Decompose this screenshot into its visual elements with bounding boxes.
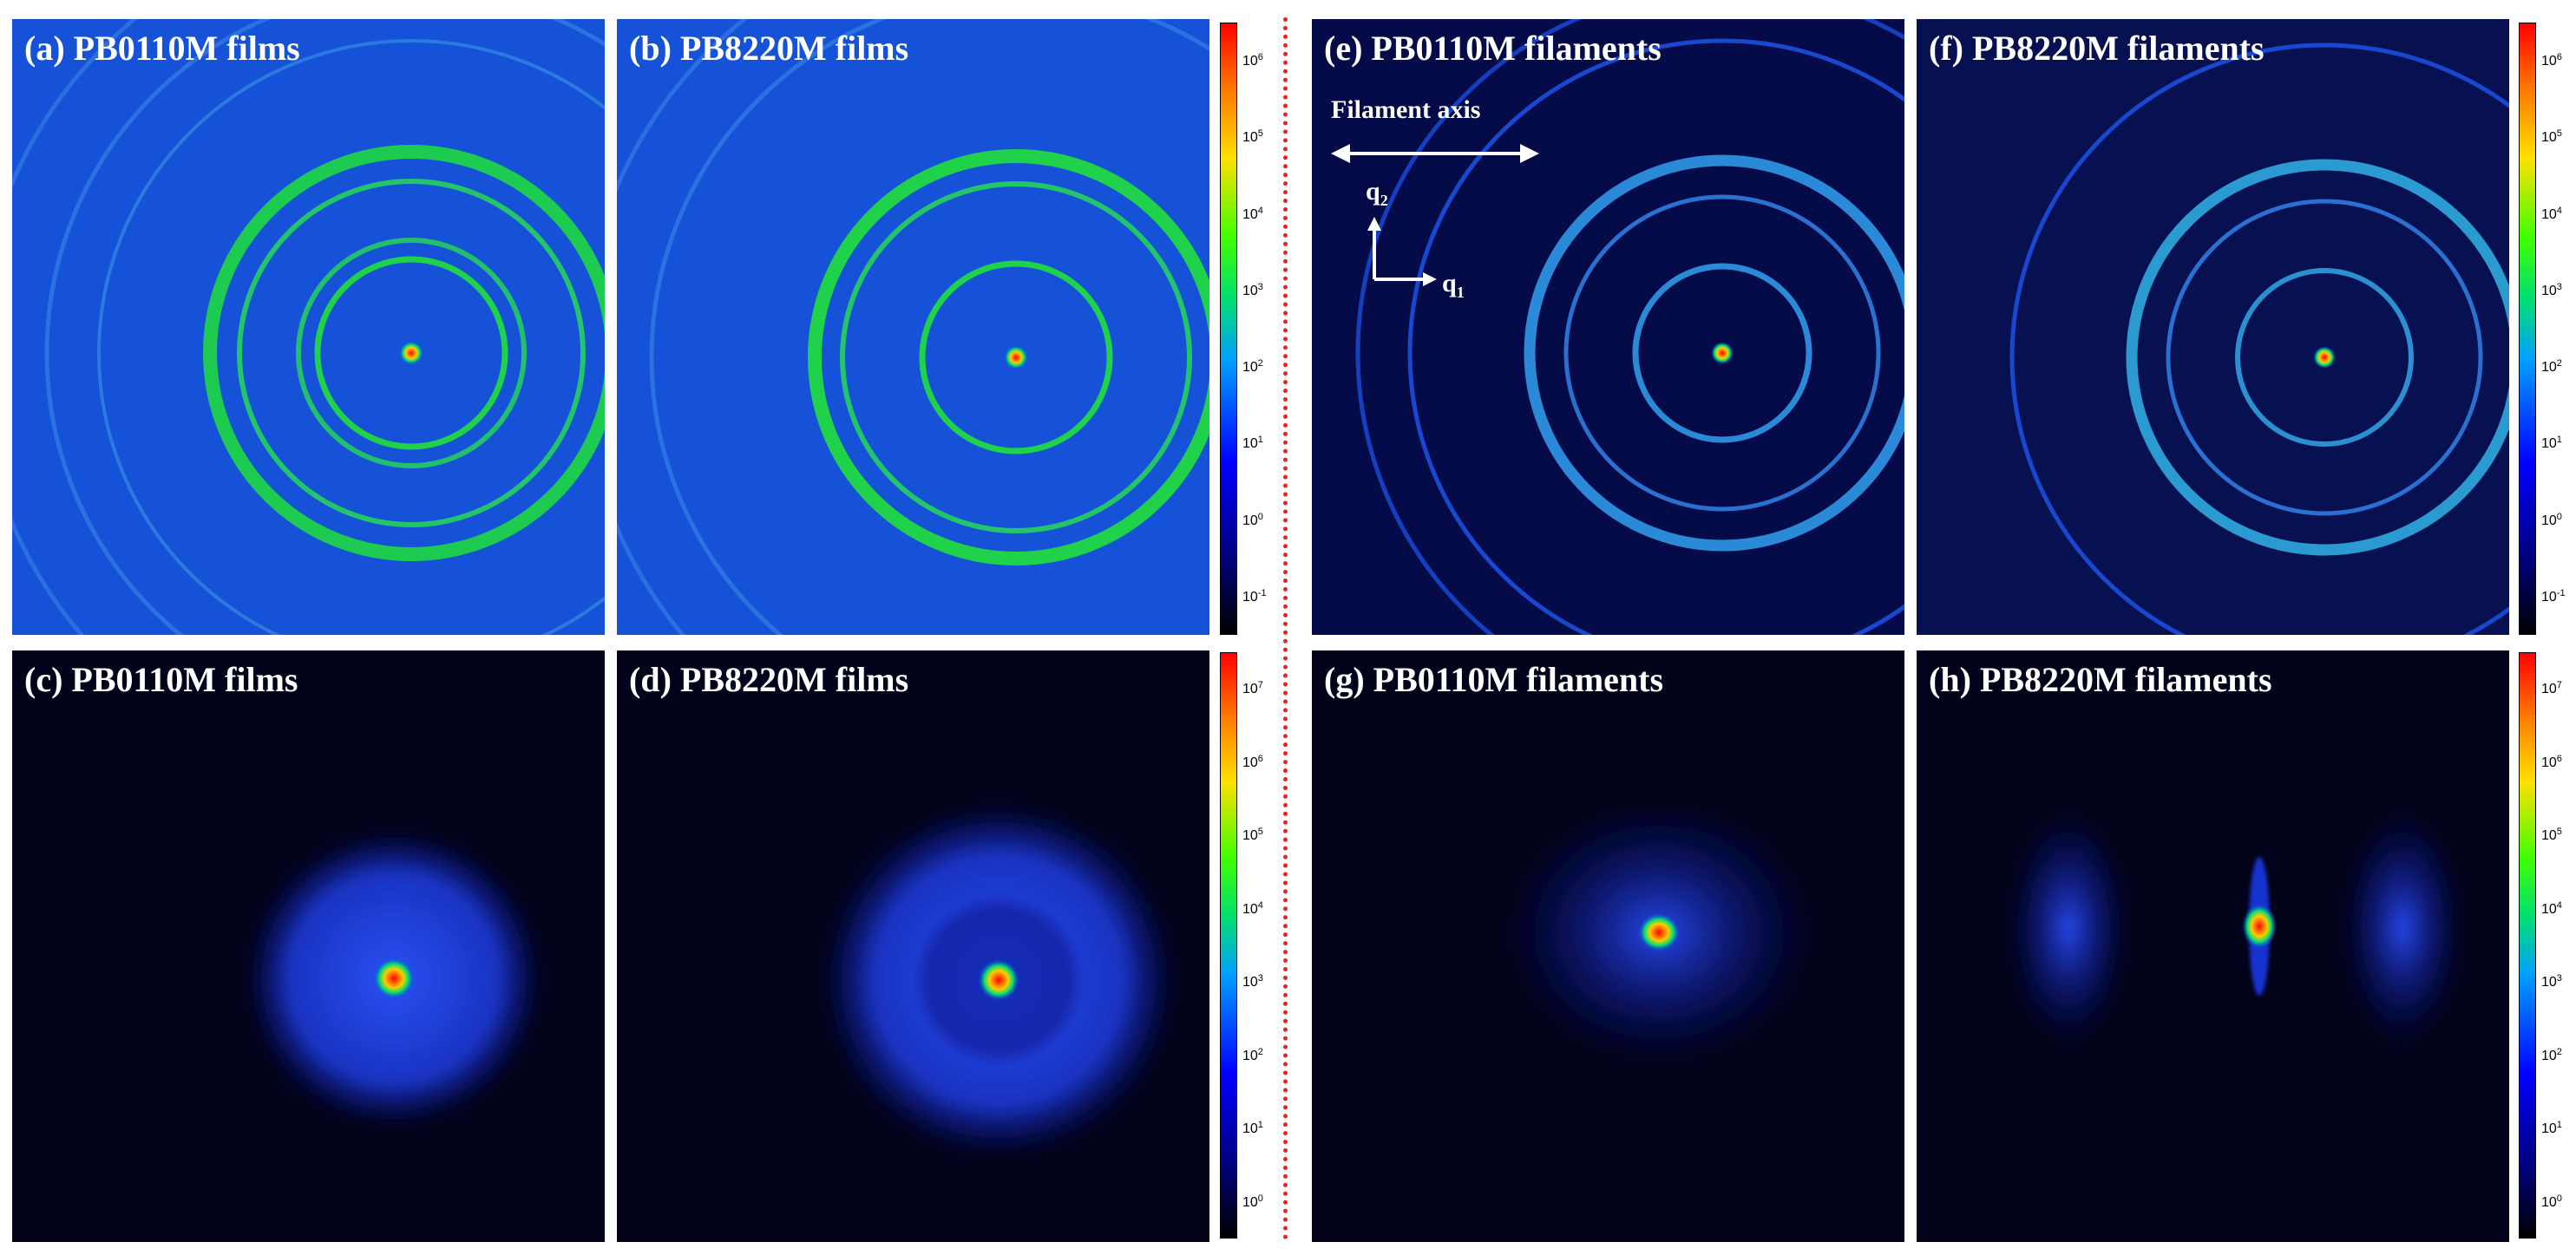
colorbar-tick-label: 10-1	[2541, 587, 2566, 605]
panel-c: (c) PB0110M films	[12, 650, 605, 1242]
panel-d: (d) PB8220M films	[617, 650, 1209, 1242]
colorbar-tick-label: 102	[2541, 1046, 2562, 1063]
q-axes-arrow-icon	[1367, 217, 1437, 286]
colorbar-top-left: 106 105 104 103 102 101 100 10-1	[1220, 23, 1267, 635]
panel-b-saxs-image	[617, 19, 1209, 635]
colorbar-tick-label: 102	[2541, 357, 2562, 376]
colorbar-tick-label: 10-1	[1242, 587, 1267, 605]
panel-h-saxs-image	[1917, 650, 2509, 1242]
colorbar-bottom-left: 107 106 105 104 103 102 101 100	[1220, 652, 1263, 1239]
panel-f-saxs-image	[1917, 19, 2509, 635]
colorbar-tick-label: 100	[2541, 511, 2562, 528]
colorbar-tick-label: 101	[2541, 1120, 2562, 1137]
colorbar-tick-label: 105	[1242, 827, 1263, 844]
panel-g: (g) PB0110M filaments	[1312, 650, 1904, 1242]
colorbar-tick-label: 100	[2541, 1193, 2562, 1210]
colorbar-tick-label: 101	[1242, 1120, 1263, 1137]
red-dotted-divider	[1283, 17, 1288, 1240]
panel-f: (f) PB8220M filaments	[1917, 19, 2509, 635]
panel-a-saxs-image	[12, 19, 605, 635]
colorbar-tick-label: 102	[1242, 357, 1263, 376]
colorbar-tick-label: 104	[1242, 205, 1263, 222]
colorbar-tick-label: 105	[2541, 128, 2562, 146]
panel-d-saxs-image	[617, 650, 1209, 1242]
colorbar-tick-label: 105	[2541, 827, 2562, 844]
q2-axis-label: q2	[1366, 177, 1388, 209]
panel-e-saxs-image	[1312, 19, 1904, 635]
panel-label: (c) PB0110M films	[24, 660, 298, 699]
panel-label: (a) PB0110M films	[24, 29, 300, 68]
panel-g-saxs-image	[1312, 650, 1904, 1242]
colorbar-tick-label: 106	[2541, 753, 2562, 770]
colorbar-tick-label: 104	[2541, 205, 2562, 222]
colorbar-tick-label: 107	[2541, 680, 2562, 697]
filament-axis-arrow-icon	[1331, 144, 1539, 163]
panel-e: (e) PB0110M filaments Filament axis q2 q…	[1312, 19, 1904, 635]
panel-c-saxs-image	[12, 650, 605, 1242]
colorbar-tick-label: 101	[1242, 435, 1263, 452]
colorbar-top-right: 106 105 104 103 102 101 100 10-1	[2519, 23, 2566, 635]
colorbar-tick-label: 101	[2541, 435, 2562, 452]
colorbar-tick-label: 104	[1242, 899, 1263, 917]
panel-label: (e) PB0110M filaments	[1324, 29, 1662, 68]
panel-label: (h) PB8220M filaments	[1929, 660, 2272, 699]
panel-label: (f) PB8220M filaments	[1929, 29, 2265, 68]
colorbar-tick-label: 103	[2541, 973, 2562, 990]
colorbar-tick-label: 104	[2541, 899, 2562, 917]
colorbar-tick-label: 102	[1242, 1046, 1263, 1063]
colorbar-tick-label: 106	[1242, 753, 1263, 770]
colorbar-tick-label: 103	[1242, 973, 1263, 990]
colorbar-tick-label: 105	[1242, 128, 1263, 146]
panel-label: (b) PB8220M films	[629, 29, 909, 68]
colorbar-tick-label: 106	[1242, 51, 1263, 69]
panel-label: (g) PB0110M filaments	[1324, 660, 1664, 699]
colorbar-tick-label: 107	[1242, 680, 1263, 697]
colorbar-tick-label: 100	[1242, 511, 1263, 528]
panel-h: (h) PB8220M filaments	[1917, 650, 2509, 1242]
colorbar-tick-label: 100	[1242, 1193, 1263, 1210]
colorbar-bottom-right: 107 106 105 104 103 102 101 100	[2519, 652, 2562, 1239]
colorbar-tick-label: 103	[1242, 281, 1263, 299]
panel-label: (d) PB8220M films	[629, 660, 909, 699]
colorbar-tick-label: 106	[2541, 51, 2562, 69]
panel-b: (b) PB8220M films	[617, 19, 1209, 635]
filament-axis-label: Filament axis	[1331, 95, 1481, 124]
q1-axis-label: q1	[1442, 269, 1465, 301]
colorbar-tick-label: 103	[2541, 281, 2562, 299]
panel-a: (a) PB0110M films	[12, 19, 605, 635]
